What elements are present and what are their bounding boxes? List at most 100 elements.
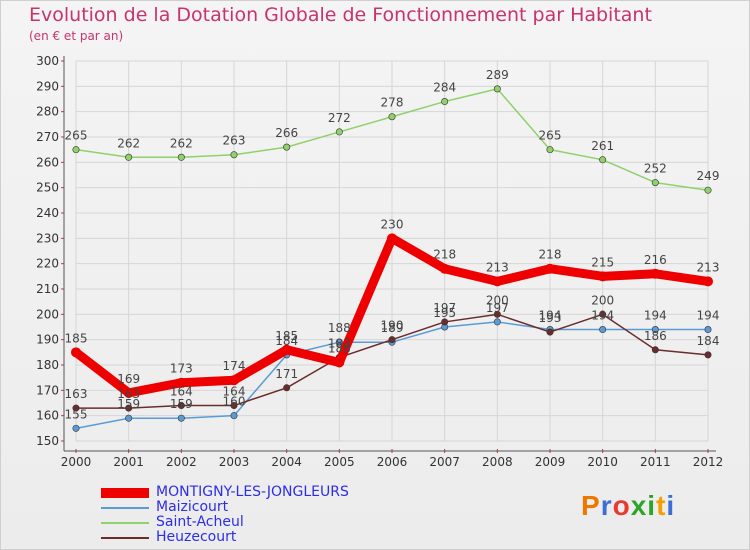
legend-swatch-heuzecourt (101, 537, 149, 539)
x-tick-label: 2010 (587, 455, 618, 469)
data-point-3 (599, 310, 607, 318)
x-tick-label: 2001 (113, 455, 144, 469)
legend-swatch-montigny (101, 488, 149, 498)
y-tick-label: 150 (36, 434, 59, 448)
data-label-1: 189 (381, 321, 404, 335)
data-point-0 (334, 357, 345, 368)
data-point-3 (72, 404, 80, 412)
data-point-2 (335, 128, 343, 136)
x-tick-label: 2012 (693, 455, 724, 469)
data-label-2: 265 (65, 129, 88, 143)
data-point-1 (651, 326, 659, 334)
data-label-3: 190 (381, 319, 404, 333)
data-label-2: 272 (328, 111, 351, 125)
data-label-2: 263 (223, 134, 246, 148)
data-label-1: 160 (223, 395, 246, 409)
data-point-0 (492, 276, 503, 287)
data-label-0: 169 (117, 372, 140, 386)
data-point-1 (599, 326, 607, 334)
data-label-0: 188 (328, 341, 351, 355)
data-label-3: 184 (697, 334, 720, 348)
data-point-2 (704, 186, 712, 194)
logo-letter: i (666, 490, 676, 521)
legend-label-montigny: MONTIGNY-LES-JONGLEURS (156, 484, 349, 500)
data-point-1 (177, 414, 185, 422)
data-point-1 (493, 318, 501, 326)
data-point-3 (704, 351, 712, 359)
data-label-3: 200 (591, 293, 614, 307)
x-tick-label: 2000 (61, 455, 92, 469)
logo-letter: P (581, 490, 601, 521)
data-label-1: 188 (328, 321, 351, 335)
data-label-3: 193 (539, 311, 562, 325)
x-tick-label: 2008 (482, 455, 513, 469)
legend-swatch-saint-acheul (101, 522, 149, 524)
data-label-2: 262 (170, 136, 193, 150)
data-point-3 (283, 384, 291, 392)
data-label-1: 194 (644, 309, 667, 323)
y-tick-label: 240 (36, 206, 59, 220)
data-point-3 (441, 318, 449, 326)
data-point-1 (72, 424, 80, 432)
data-label-1: 194 (697, 309, 720, 323)
data-label-1: 197 (486, 301, 509, 315)
y-tick-label: 160 (36, 409, 59, 423)
logo-letter: o (612, 490, 631, 521)
data-point-2 (72, 146, 80, 154)
data-label-0: 230 (381, 217, 404, 231)
data-label-1: 195 (433, 306, 456, 320)
data-point-2 (388, 113, 396, 121)
data-point-2 (283, 143, 291, 151)
data-label-1: 194 (539, 309, 562, 323)
y-tick-label: 230 (36, 231, 59, 245)
data-point-2 (230, 151, 238, 159)
data-label-0: 213 (486, 260, 509, 274)
data-label-0: 215 (591, 255, 614, 269)
data-point-0 (387, 233, 397, 244)
y-tick-label: 190 (36, 333, 59, 347)
y-tick-label: 170 (36, 383, 59, 397)
data-point-3 (177, 402, 185, 410)
data-point-0 (597, 271, 608, 282)
x-tick-label: 2004 (271, 455, 302, 469)
data-point-2 (125, 153, 133, 161)
data-point-0 (703, 276, 713, 287)
y-tick-label: 260 (36, 155, 59, 169)
data-point-0 (545, 263, 555, 274)
y-tick-label: 300 (36, 54, 59, 68)
data-point-0 (229, 375, 239, 386)
data-label-1: 194 (591, 309, 614, 323)
data-point-3 (546, 328, 554, 336)
y-tick-label: 200 (36, 307, 59, 321)
data-label-2: 252 (644, 162, 667, 176)
data-point-0 (123, 387, 134, 398)
data-label-3: 171 (275, 367, 298, 381)
logo-letter: t (656, 490, 667, 521)
data-label-2: 265 (539, 129, 562, 143)
data-label-3: 200 (486, 293, 509, 307)
data-label-3: 197 (433, 301, 456, 315)
data-label-0: 218 (539, 248, 562, 262)
data-label-3: 164 (170, 385, 193, 399)
data-label-2: 249 (697, 169, 720, 183)
logo-letter: r (600, 490, 613, 521)
data-label-3: 164 (223, 385, 246, 399)
x-tick-label: 2006 (377, 455, 408, 469)
data-point-0 (439, 263, 450, 274)
y-tick-label: 220 (36, 257, 59, 271)
data-label-3: 183 (328, 336, 351, 350)
data-point-2 (651, 179, 659, 187)
legend-label-saint-acheul: Saint-Acheul (156, 514, 244, 530)
data-label-0: 185 (275, 329, 298, 343)
data-label-0: 216 (644, 253, 667, 267)
logo-letter: i (647, 490, 657, 521)
legend-label-maizicourt: Maizicourt (156, 499, 229, 515)
x-tick-label: 2011 (640, 455, 671, 469)
data-point-0 (176, 377, 187, 388)
data-label-2: 278 (381, 96, 404, 110)
data-point-3 (125, 404, 133, 412)
y-tick-label: 280 (36, 105, 59, 119)
data-label-2: 284 (433, 81, 456, 95)
data-point-3 (493, 310, 501, 318)
